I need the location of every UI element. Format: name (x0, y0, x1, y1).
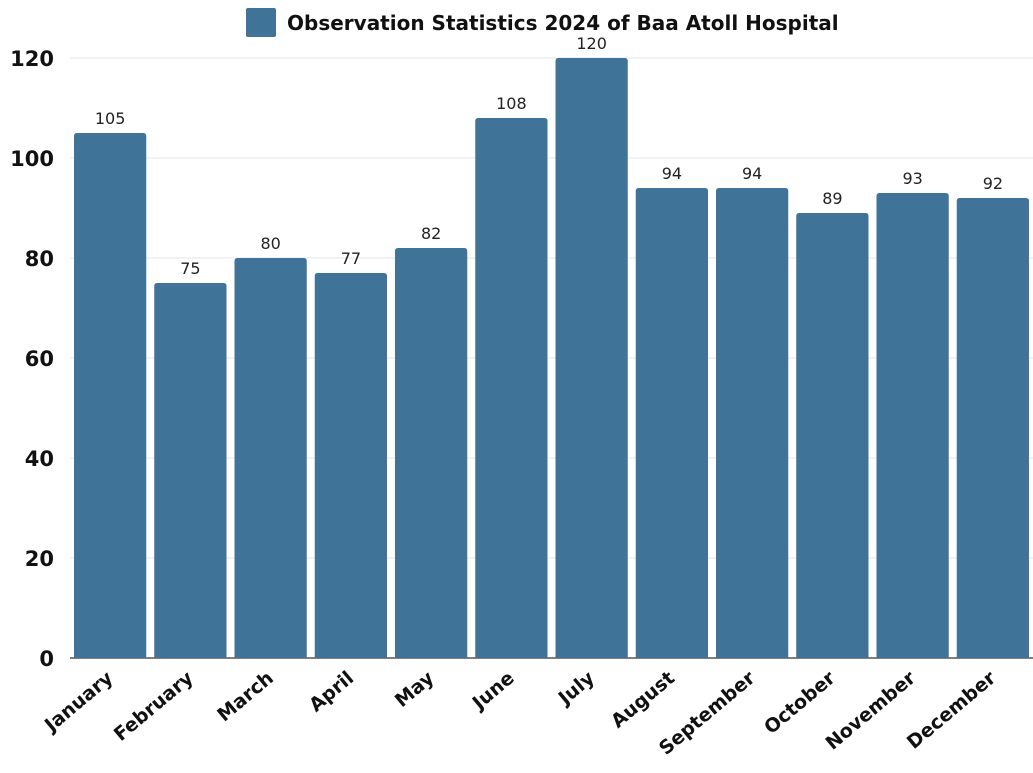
data-label: 82 (421, 224, 441, 243)
data-label: 94 (742, 164, 762, 183)
data-label: 105 (95, 109, 126, 128)
gridlines (70, 57, 1033, 659)
bar-november (876, 193, 949, 658)
bar-april (314, 273, 387, 658)
data-label: 77 (341, 249, 361, 268)
bar-february (154, 283, 227, 658)
bar-march (234, 258, 307, 658)
y-tick-label: 20 (25, 547, 54, 571)
bar-october (796, 213, 869, 658)
x-tick-label: May (391, 667, 439, 712)
legend-swatch (246, 8, 276, 37)
y-tick-label: 80 (25, 247, 54, 271)
data-label: 89 (822, 189, 842, 208)
x-tick-label: March (213, 667, 278, 726)
data-label: 75 (180, 259, 200, 278)
bars (74, 58, 1029, 658)
data-label: 108 (496, 94, 527, 113)
data-label: 94 (662, 164, 682, 183)
bar-january (74, 133, 147, 658)
x-tick-label: January (39, 667, 118, 738)
data-label: 80 (260, 234, 280, 253)
bar-december (956, 198, 1029, 658)
x-tick-label: August (607, 667, 679, 733)
y-tick-label: 120 (10, 47, 54, 71)
y-tick-label: 60 (25, 347, 54, 371)
x-tick-label: December (903, 667, 1001, 754)
y-axis-ticks: 0 20 40 60 80 100 120 (10, 47, 54, 671)
data-label: 92 (983, 174, 1003, 193)
legend-label: Observation Statistics 2024 of Baa Atoll… (287, 11, 839, 35)
legend: Observation Statistics 2024 of Baa Atoll… (246, 8, 839, 37)
bar-august (635, 188, 708, 658)
x-tick-label: April (305, 667, 358, 716)
y-tick-label: 100 (10, 147, 54, 171)
bar-june (475, 118, 548, 658)
bar-july (555, 58, 628, 658)
data-label: 120 (576, 34, 607, 53)
x-tick-label: October (760, 667, 840, 739)
y-tick-label: 40 (25, 447, 54, 471)
bar-september (716, 188, 789, 658)
x-tick-label: June (467, 667, 519, 715)
x-tick-label: July (553, 667, 599, 711)
bar-may (395, 248, 468, 658)
x-tick-label: February (110, 667, 198, 746)
data-labels: 105 75 80 77 82 108 120 94 94 89 93 92 (95, 34, 1003, 278)
y-tick-label: 0 (39, 647, 54, 671)
data-label: 93 (902, 169, 922, 188)
